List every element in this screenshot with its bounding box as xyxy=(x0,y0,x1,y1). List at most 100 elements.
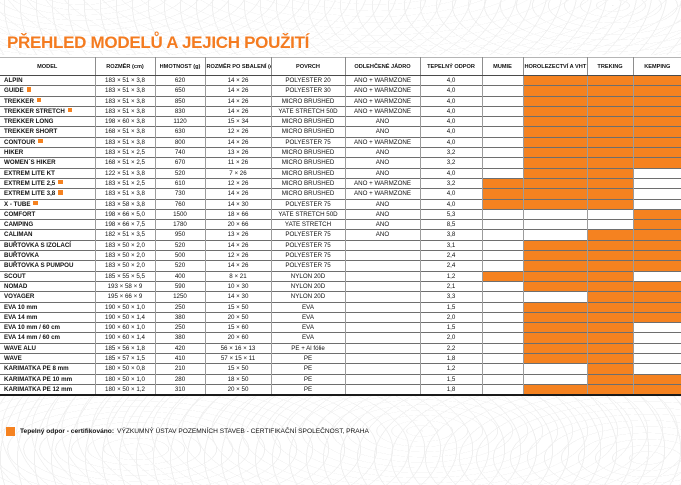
usage-cell-mumie xyxy=(481,270,524,282)
table-row: CONTOUR 183 × 51 × 3,8 800 14 × 26 POLYESTER… xyxy=(0,136,681,148)
usage-cell-horolezectvi xyxy=(522,105,588,117)
core-cell: ANO + WARMZONE xyxy=(344,85,421,97)
core-cell: ANO xyxy=(344,157,421,169)
usage-cell-mumie xyxy=(481,311,524,323)
weight-cell: 1250 xyxy=(154,291,206,303)
weight-cell: 650 xyxy=(154,85,206,97)
usage-cell-horolezectvi xyxy=(522,85,588,97)
usage-cell-mumie xyxy=(481,280,524,292)
model-name: X - TUBE xyxy=(4,200,31,208)
usage-cell-horolezectvi xyxy=(522,136,588,148)
table-row: EXTREM LITE 3,8 183 × 51 × 3,8 730 14 × 26 M… xyxy=(0,188,681,200)
usage-cell-horolezectvi xyxy=(522,322,588,333)
model-name-cell: HIKER xyxy=(0,147,96,158)
usage-cell-kemping xyxy=(632,136,681,148)
column-header: POVRCH xyxy=(270,57,346,76)
usage-cell-mumie xyxy=(481,332,524,344)
usage-cell-kemping xyxy=(632,126,681,138)
usage-cell-treking xyxy=(586,373,634,385)
dimension-cell: 180 × 50 × 0,8 xyxy=(94,363,156,375)
weight-cell: 500 xyxy=(154,250,206,261)
model-name-cell: BUŘTOVKA xyxy=(0,250,96,261)
model-name: WAVE ALU xyxy=(4,344,36,352)
usage-cell-mumie xyxy=(481,239,524,251)
column-header: KEMPING xyxy=(632,57,681,76)
packed-size-cell: 18 × 50 xyxy=(204,373,272,385)
dimension-cell: 183 × 51 × 3,8 xyxy=(94,74,156,86)
usage-cell-kemping xyxy=(632,373,681,385)
table-row: SCOUT 185 × 55 × 5,5 400 8 × 21 NYLON 20D 1,2 xyxy=(0,270,681,282)
thermal-resistance-cell: 4,0 xyxy=(419,167,483,179)
core-cell xyxy=(344,260,421,272)
usage-cell-mumie xyxy=(481,136,524,148)
new-badge-icon xyxy=(26,87,32,92)
usage-cell-horolezectvi xyxy=(522,229,588,241)
model-name-cell: TREKKER STRETCH xyxy=(0,105,96,117)
table-row: KARIMATKA PE 10 mm 180 × 50 × 1,0 280 18 × … xyxy=(0,373,681,385)
table-row: HIKER 183 × 51 × 2,5 740 13 × 26 MICRO BRUSH… xyxy=(0,147,681,158)
usage-cell-treking xyxy=(586,260,634,272)
thermal-resistance-cell: 4,0 xyxy=(419,95,483,107)
model-name-cell: TREKKER LONG xyxy=(0,116,96,127)
surface-cell: PE + Al fólie xyxy=(270,342,346,354)
page-title: PŘEHLED MODELŮ A JEJICH POUŽITÍ xyxy=(7,33,310,52)
usage-cell-mumie xyxy=(481,260,524,272)
usage-cell-mumie xyxy=(481,85,524,97)
usage-cell-treking xyxy=(586,322,634,333)
weight-cell: 520 xyxy=(154,167,206,179)
packed-size-cell: 12 × 26 xyxy=(204,177,272,189)
packed-size-cell: 7 × 26 xyxy=(204,167,272,179)
weight-cell: 380 xyxy=(154,311,206,323)
usage-cell-mumie xyxy=(481,219,524,230)
weight-cell: 250 xyxy=(154,322,206,333)
models-table: MODEL ROZMĚR (cm) HMOTNOST (g) ROZMĚR PO SB… xyxy=(0,57,681,397)
model-name: KARIMATKA PE 10 mm xyxy=(4,375,73,383)
packed-size-cell: 14 × 30 xyxy=(204,291,272,303)
column-header: MODEL xyxy=(0,57,96,76)
packed-size-cell: 14 × 26 xyxy=(204,188,272,200)
table-row: KARIMATKA PE 12 mm 180 × 50 × 1,2 310 20 × … xyxy=(0,383,681,397)
model-name: BUŘTOVKA S PUMPOU xyxy=(4,262,74,270)
model-name-cell: KARIMATKA PE 10 mm xyxy=(0,373,96,385)
usage-cell-kemping xyxy=(632,116,681,127)
usage-cell-horolezectvi xyxy=(522,116,588,127)
model-name-cell: TREKKER SHORT xyxy=(0,126,96,138)
column-header: MUMIE xyxy=(481,57,524,76)
table-row: TREKKER 183 × 51 × 3,8 850 14 × 26 MICRO BRU… xyxy=(0,95,681,107)
thermal-resistance-cell: 4,0 xyxy=(419,116,483,127)
model-name: CONTOUR xyxy=(4,138,36,146)
usage-cell-treking xyxy=(586,280,634,292)
core-cell: ANO + WARMZONE xyxy=(344,74,421,86)
table-header: MODEL ROZMĚR (cm) HMOTNOST (g) ROZMĚR PO SB… xyxy=(0,57,681,76)
background-contour-pattern-bottom xyxy=(0,395,681,485)
footer-note: Tepelný odpor - certifikováno: VÝZKUMNÝ … xyxy=(6,427,369,436)
usage-cell-mumie xyxy=(481,198,524,210)
dimension-cell: 183 × 51 × 3,8 xyxy=(94,85,156,97)
table-row: NOMAD 193 × 58 × 9 590 10 × 30 NYLON 20D 2,1 xyxy=(0,280,681,292)
model-name-cell: WAVE ALU xyxy=(0,342,96,354)
model-name-cell: SCOUT xyxy=(0,270,96,282)
model-name: WOMEN´S HIKER xyxy=(4,159,56,167)
usage-cell-mumie xyxy=(481,229,524,241)
usage-cell-horolezectvi xyxy=(522,332,588,344)
model-name-cell: EVA 10 mm / 60 cm xyxy=(0,322,96,333)
model-name: KARIMATKA PE 12 mm xyxy=(4,385,73,393)
table-row: GUIDE 183 × 51 × 3,8 650 14 × 26 POLYESTER 3… xyxy=(0,85,681,97)
weight-cell: 250 xyxy=(154,301,206,313)
weight-cell: 610 xyxy=(154,177,206,189)
thermal-resistance-cell: 2,1 xyxy=(419,280,483,292)
thermal-resistance-cell: 4,0 xyxy=(419,136,483,148)
usage-cell-treking xyxy=(586,157,634,169)
model-name-cell: TREKKER xyxy=(0,95,96,107)
new-badge-icon xyxy=(36,97,42,103)
dimension-cell: 183 × 50 × 2,0 xyxy=(94,239,156,251)
usage-cell-horolezectvi xyxy=(522,188,588,200)
dimension-cell: 183 × 51 × 3,8 xyxy=(94,95,156,107)
weight-cell: 740 xyxy=(154,147,206,158)
usage-cell-kemping xyxy=(632,383,681,397)
column-header: ODLEHČENÉ JÁDRO xyxy=(344,57,421,76)
usage-cell-treking xyxy=(586,74,634,86)
usage-cell-horolezectvi xyxy=(522,373,588,385)
usage-cell-kemping xyxy=(632,311,681,323)
table-row: CALIMAN 182 × 51 × 3,5 950 13 × 26 POLYESTER… xyxy=(0,229,681,241)
